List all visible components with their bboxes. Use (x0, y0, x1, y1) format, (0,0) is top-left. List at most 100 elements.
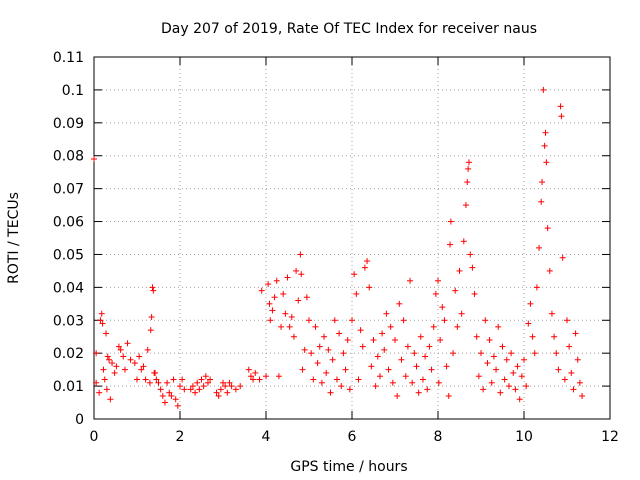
data-point (215, 392, 222, 399)
data-point (548, 310, 555, 317)
x-tick-label: 2 (176, 429, 185, 445)
data-point (131, 360, 138, 367)
y-tick-label: 0 (75, 412, 84, 428)
data-point (166, 389, 173, 396)
data-point (121, 366, 128, 373)
data-point (258, 287, 265, 294)
y-tick-label: 0.03 (53, 313, 84, 329)
y-tick-label: 0.11 (53, 50, 84, 66)
data-point (266, 300, 273, 307)
data-point (295, 297, 302, 304)
data-point (555, 366, 562, 373)
data-point (443, 363, 450, 370)
data-point (514, 363, 521, 370)
data-point (501, 376, 508, 383)
data-point (134, 376, 140, 383)
data-point (419, 376, 426, 383)
data-point (529, 333, 536, 340)
x-tick-label: 6 (348, 429, 357, 445)
data-point (273, 277, 280, 284)
data-point (480, 386, 487, 393)
data-point (579, 392, 586, 399)
data-point (402, 373, 409, 380)
data-point (424, 386, 431, 393)
data-point (340, 350, 347, 357)
data-point (280, 290, 287, 297)
data-point (308, 350, 315, 357)
data-point (505, 383, 512, 390)
data-point (467, 251, 474, 258)
data-point (321, 333, 328, 340)
data-point (452, 287, 459, 294)
data-point (298, 271, 305, 278)
data-point (407, 277, 414, 284)
data-point (389, 379, 396, 386)
data-point (572, 330, 579, 337)
data-point (441, 317, 448, 324)
data-point (570, 386, 577, 393)
y-tick-label: 0.09 (53, 116, 84, 132)
data-point (454, 323, 461, 330)
data-point (465, 165, 472, 172)
data-point (204, 379, 211, 386)
data-point (564, 317, 570, 324)
data-point (531, 350, 538, 357)
data-point (366, 284, 373, 291)
data-point (282, 310, 289, 317)
data-point (376, 373, 383, 380)
data-point (546, 267, 553, 274)
data-point (113, 363, 120, 370)
data-point (155, 379, 162, 386)
data-point (398, 356, 405, 363)
data-point (488, 379, 495, 386)
data-point (415, 389, 422, 396)
data-point (539, 179, 546, 186)
data-point (497, 389, 504, 396)
y-tick-label: 0.06 (53, 215, 84, 231)
data-point (558, 113, 565, 120)
axis-ticks: 0 2 4 6 8 10 12 0 0.01 0.02 0.03 0.04 0.05 0.06 0.07 0.… (53, 50, 619, 445)
x-tick-label: 0 (90, 429, 99, 445)
data-point (409, 379, 416, 386)
data-point (372, 383, 379, 390)
data-point (445, 392, 452, 399)
data-point (115, 343, 122, 350)
data-point (284, 274, 291, 281)
data-point (252, 369, 259, 376)
x-tick-label: 8 (434, 429, 443, 445)
data-point (422, 353, 429, 360)
data-point (383, 310, 390, 317)
data-point (473, 333, 480, 340)
data-point (164, 379, 171, 386)
y-tick-label: 0.04 (53, 280, 84, 296)
data-point (525, 320, 532, 327)
data-point (331, 317, 338, 324)
data-point (202, 373, 209, 380)
data-point (306, 317, 312, 324)
data-point (540, 86, 547, 93)
data-point (327, 389, 334, 396)
data-point (181, 386, 188, 393)
data-point (117, 346, 124, 353)
data-point (177, 383, 183, 390)
data-point (357, 327, 364, 334)
data-point (189, 383, 196, 390)
data-point (543, 159, 550, 166)
data-point (385, 366, 392, 373)
data-point (344, 337, 351, 344)
data-point (301, 346, 308, 353)
data-point (561, 376, 568, 383)
data-point (381, 346, 388, 353)
data-point (232, 386, 239, 393)
data-point (237, 383, 244, 390)
data-point (437, 337, 444, 344)
data-point (428, 366, 435, 373)
data-point (127, 356, 134, 363)
data-point (478, 350, 484, 357)
data-point (456, 267, 463, 274)
data-point (482, 317, 489, 324)
data-point (217, 386, 224, 393)
data-points (91, 86, 586, 409)
data-point (400, 317, 407, 324)
